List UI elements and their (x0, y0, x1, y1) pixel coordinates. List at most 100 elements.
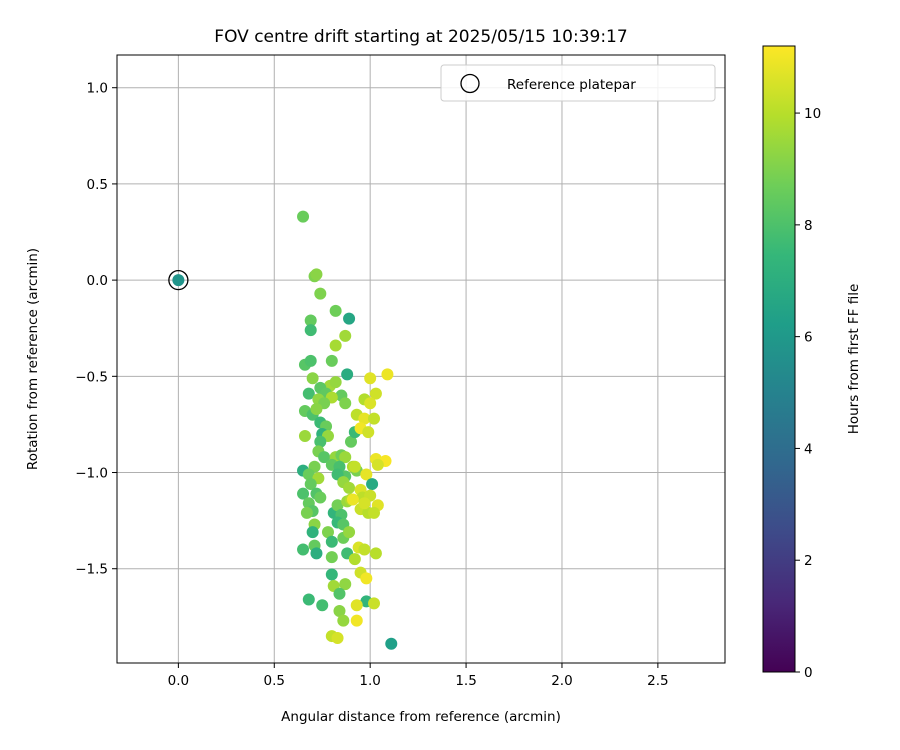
data-point (321, 526, 334, 539)
data-point (339, 397, 352, 410)
y-axis: −1.5 −1.0 −0.5 0.0 0.5 1.0 (75, 81, 117, 578)
y-tick-label: −1.0 (75, 466, 108, 482)
data-point (302, 387, 315, 400)
reference-marker-group (168, 269, 189, 291)
data-point (300, 506, 313, 519)
colorbar-tick-label: 10 (804, 106, 821, 122)
colorbar-tick-label: 8 (804, 218, 813, 234)
legend-label: Reference platepar (507, 77, 636, 93)
data-point (325, 568, 338, 581)
colorbar-label: Hours from first FF file (846, 284, 862, 435)
data-point (360, 468, 373, 481)
colorbar-ticks: 0 2 4 6 8 10 (795, 106, 821, 681)
grid-lines (117, 55, 725, 663)
data-point (297, 210, 310, 223)
x-tick-label: 0.0 (168, 673, 189, 689)
y-tick-label: 1.0 (87, 81, 108, 97)
data-point (339, 578, 352, 591)
data-point (341, 368, 354, 381)
data-point (306, 372, 319, 385)
chart-title: FOV centre drift starting at 2025/05/15 … (214, 27, 627, 47)
colorbar-tick-label: 6 (804, 330, 813, 346)
data-point (337, 614, 350, 627)
data-point (325, 551, 338, 564)
data-point (348, 460, 361, 473)
data-point (325, 354, 338, 367)
data-point (314, 491, 327, 504)
data-point (304, 324, 317, 337)
data-point (350, 614, 363, 627)
x-tick-label: 1.0 (359, 673, 380, 689)
y-tick-label: 0.0 (87, 273, 108, 289)
data-point (385, 637, 398, 650)
data-point (360, 572, 373, 585)
y-axis-label: Rotation from reference (arcmin) (25, 248, 41, 470)
data-point (297, 487, 310, 500)
data-point (339, 329, 352, 342)
data-point (344, 435, 357, 448)
data-point (310, 268, 323, 281)
data-point (316, 599, 329, 612)
data-point (333, 605, 346, 618)
data-point (369, 547, 382, 560)
data-point (358, 497, 371, 510)
data-point (310, 547, 323, 560)
data-point (339, 451, 352, 464)
data-point (314, 435, 327, 448)
reference-marker (168, 269, 189, 291)
data-point (369, 387, 382, 400)
data-point (343, 526, 356, 539)
colorbar-tick-label: 4 (804, 441, 813, 457)
data-point (358, 543, 371, 556)
data-point (371, 458, 384, 471)
data-point (348, 553, 361, 566)
data-points (297, 210, 398, 650)
colorbar-tick-label: 0 (804, 665, 813, 681)
data-point (333, 587, 346, 600)
legend-box (440, 64, 716, 102)
data-point (368, 412, 381, 425)
data-point (325, 535, 338, 548)
y-tick-label: −1.5 (75, 562, 108, 578)
data-point (381, 368, 394, 381)
data-point (350, 599, 363, 612)
data-point (358, 412, 371, 425)
data-point (331, 631, 344, 644)
plot-frame (116, 54, 726, 664)
data-point (343, 481, 356, 494)
data-point (302, 468, 315, 481)
y-tick-label: 0.5 (87, 177, 108, 193)
data-point (306, 526, 319, 539)
data-point (364, 397, 377, 410)
colorbar: 0 2 4 6 8 10 Hours from first FF file (762, 45, 862, 681)
data-point (366, 478, 379, 491)
data-point (302, 593, 315, 606)
data-point (329, 304, 342, 317)
x-axis: 0.0 0.5 1.0 1.5 2.0 2.5 (168, 663, 669, 689)
data-point (364, 372, 377, 385)
data-point (362, 426, 375, 439)
x-tick-label: 0.5 (264, 673, 285, 689)
data-point (346, 493, 359, 506)
data-point (368, 597, 381, 610)
data-point (297, 543, 310, 556)
data-point (304, 478, 317, 491)
data-point (304, 354, 317, 367)
colorbar-tick-label: 2 (804, 553, 813, 569)
data-point (368, 506, 381, 519)
data-point (329, 376, 342, 389)
colorbar-gradient (762, 45, 796, 673)
x-tick-label: 2.5 (647, 673, 668, 689)
x-tick-label: 2.0 (551, 673, 572, 689)
data-point (310, 403, 323, 416)
legend: Reference platepar (440, 64, 716, 102)
reference-point (172, 274, 185, 287)
x-tick-label: 1.5 (455, 673, 476, 689)
data-point (318, 451, 331, 464)
legend-marker-icon (460, 73, 480, 94)
y-tick-label: −0.5 (75, 369, 108, 385)
data-point (331, 499, 344, 512)
data-point (298, 429, 311, 442)
x-axis-label: Angular distance from reference (arcmin) (281, 709, 561, 725)
